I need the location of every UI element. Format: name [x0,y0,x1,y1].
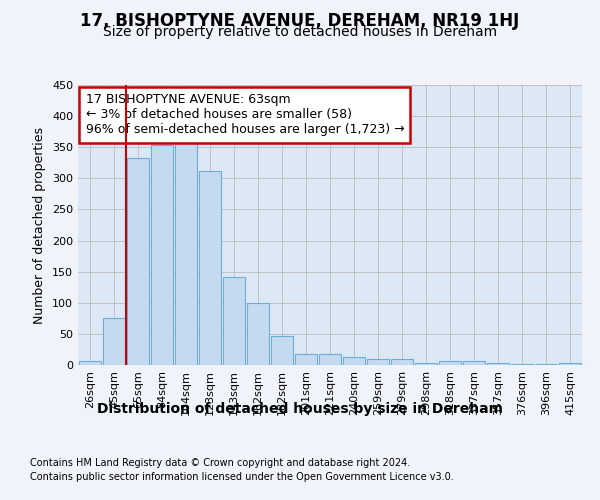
Text: 17, BISHOPTYNE AVENUE, DEREHAM, NR19 1HJ: 17, BISHOPTYNE AVENUE, DEREHAM, NR19 1HJ [80,12,520,30]
Bar [367,359,389,365]
Text: Size of property relative to detached houses in Dereham: Size of property relative to detached ho… [103,25,497,39]
Y-axis label: Number of detached properties: Number of detached properties [34,126,46,324]
Bar [391,359,413,365]
Bar [271,336,293,365]
Bar [343,357,365,365]
Bar [487,362,509,365]
Bar [511,364,533,365]
Bar [559,363,581,365]
Bar [175,136,197,365]
Bar [415,362,437,365]
Text: Contains HM Land Registry data © Crown copyright and database right 2024.: Contains HM Land Registry data © Crown c… [30,458,410,468]
Bar [127,158,149,365]
Bar [463,362,485,365]
Bar [151,146,173,365]
Text: Contains public sector information licensed under the Open Government Licence v3: Contains public sector information licen… [30,472,454,482]
Bar [103,318,125,365]
Bar [79,360,101,365]
Bar [439,360,461,365]
Bar [535,364,557,365]
Bar [199,172,221,365]
Bar [319,354,341,365]
Text: Distribution of detached houses by size in Dereham: Distribution of detached houses by size … [97,402,503,416]
Bar [247,303,269,365]
Text: 17 BISHOPTYNE AVENUE: 63sqm
← 3% of detached houses are smaller (58)
96% of semi: 17 BISHOPTYNE AVENUE: 63sqm ← 3% of deta… [86,94,404,136]
Bar [295,354,317,365]
Bar [223,276,245,365]
